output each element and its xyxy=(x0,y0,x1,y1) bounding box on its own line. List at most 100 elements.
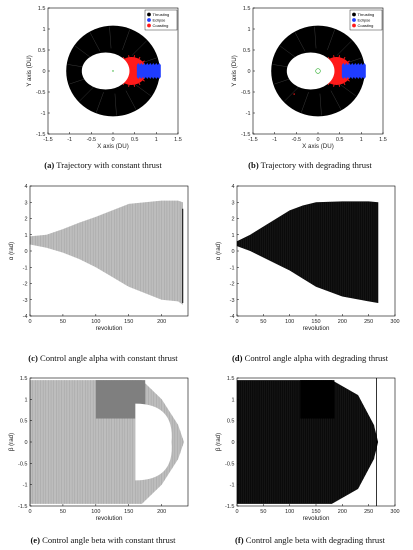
x-tick-label: 150 xyxy=(124,319,133,325)
x-tick-label: 200 xyxy=(338,509,347,515)
x-tick-label: 200 xyxy=(157,319,166,325)
y-tick-label: 3 xyxy=(231,200,234,206)
x-axis-label: revolution xyxy=(96,515,123,522)
legend-marker-eclipse xyxy=(352,18,356,22)
x-tick-label: -1.5 xyxy=(248,137,257,143)
beta-constant-chart: 0 50 100 150 200 -1.5 -1 -0.5 0 0.5 1 1.5 revolution… xyxy=(8,376,189,522)
y-tick-label: 1 xyxy=(24,233,27,239)
band-plot xyxy=(236,201,379,303)
inner-hole xyxy=(286,52,335,90)
legend-label-coasting: Coasting xyxy=(358,23,374,28)
y-tick-label: -1.5 xyxy=(225,504,234,510)
y-tick-label: 1.5 xyxy=(227,376,235,382)
x-tick-label: -0.5 xyxy=(292,137,301,143)
y-tick-label: 1 xyxy=(231,397,234,403)
y-tick-label: -1 xyxy=(23,265,28,271)
ring-streak xyxy=(284,86,300,102)
y-tick-label: -3 xyxy=(230,298,235,304)
ring-streak xyxy=(319,93,322,116)
band-plot xyxy=(29,380,184,504)
ring-streak xyxy=(122,29,130,50)
legend-label-thrusting: Thrusting xyxy=(153,12,170,17)
y-axis-label: β (rad) xyxy=(215,433,222,451)
y-tick-label: -2 xyxy=(230,282,235,288)
x-tick-label: 200 xyxy=(338,319,347,325)
y-tick-label: -1 xyxy=(230,265,235,271)
legend-box xyxy=(349,9,383,31)
y-tick-label: 1.5 xyxy=(38,6,46,12)
x-tick-label: 0 xyxy=(28,509,31,515)
ring-streak xyxy=(79,86,95,102)
y-axis-label: Y axis (DU) xyxy=(26,55,33,87)
y-tick-label: -0.5 xyxy=(36,90,45,96)
x-tick-label: 200 xyxy=(157,509,166,515)
y-tick-label: 1.5 xyxy=(20,376,28,382)
coasting-spike xyxy=(128,55,133,72)
coasting-spike xyxy=(333,70,338,87)
legend-marker-coasting xyxy=(147,23,151,28)
axis-frame: 0 50 100 150 200 -1.5 -1 -0.5 0 0.5 1 1.5 revolution… xyxy=(8,376,189,522)
eclipse-region xyxy=(341,63,366,79)
coasting-spike xyxy=(336,56,346,72)
x-tick-label: 300 xyxy=(390,509,399,515)
ring-streak xyxy=(109,26,112,49)
axis-frame: -1.5 -1 -0.5 0 0.5 1 1.5 -1.5 -1 -0.5 0 0.5 1 1.5 X ax… xyxy=(26,6,182,150)
caption-b: (b) Trajectory with degrading thrust xyxy=(248,160,372,170)
alpha-constant-chart: 0 50 100 150 200 -4 -3 -2 -1 0 1 2 3 4 revolution α (ra… xyxy=(8,184,189,332)
y-tick-label: 0.5 xyxy=(243,48,251,54)
ring-streak xyxy=(134,83,152,97)
earth-marker xyxy=(315,68,321,74)
y-axis-label: Y axis (DU) xyxy=(231,55,238,87)
panel-d: 0 50 100 150 200 250 300 -4 -3 -2 -1 0 1 2 3 4 revolutio… xyxy=(207,180,413,365)
caption-e: (e) Control angle beta with constant thr… xyxy=(30,535,176,545)
panel-b: Thrusting Eclipse Coasting -1.5 -1 -0.5 0 0.5 1 1… xyxy=(207,0,413,175)
ring-streak xyxy=(330,90,342,110)
y-tick-label: 0.5 xyxy=(38,48,46,54)
x-tick-label: 0 xyxy=(111,137,114,143)
x-tick-label: 50 xyxy=(260,319,266,325)
trajectory-plot xyxy=(271,25,366,117)
legend-marker-thrusting xyxy=(147,12,151,17)
alpha-degrading-chart: 0 50 100 150 200 250 300 -4 -3 -2 -1 0 1 2 3 4 revolutio… xyxy=(215,184,400,332)
y-tick-label: 3 xyxy=(24,200,27,206)
axis-frame: 0 50 100 150 200 250 300 -1.5 -1 -0.5 0 0.5 1 1.5 revo… xyxy=(215,376,400,522)
panel-c: 0 50 100 150 200 -4 -3 -2 -1 0 1 2 3 4 revolution α (ra… xyxy=(0,180,206,365)
coasting-spike xyxy=(336,70,346,86)
coasting-spike xyxy=(131,56,141,72)
x-axis-label: X axis (DU) xyxy=(302,143,334,150)
x-tick-label: 150 xyxy=(311,509,320,515)
x-tick-label: 250 xyxy=(364,319,373,325)
ring-streak xyxy=(279,45,297,59)
ring-streak xyxy=(131,40,147,56)
y-tick-label: 1 xyxy=(24,397,27,403)
y-tick-label: 4 xyxy=(231,184,234,190)
y-tick-label: -1.5 xyxy=(18,504,27,510)
x-axis-label: revolution xyxy=(303,325,330,332)
y-tick-label: 0 xyxy=(24,249,27,255)
coasting-spike xyxy=(128,70,133,87)
y-tick-label: 1.5 xyxy=(243,6,251,12)
y-tick-label: -1 xyxy=(41,111,46,117)
y-tick-label: 1 xyxy=(231,233,234,239)
control-angle-band xyxy=(237,380,379,504)
x-tick-label: -1 xyxy=(67,137,72,143)
y-tick-label: -2 xyxy=(23,282,28,288)
x-axis-label: X axis (DU) xyxy=(97,143,129,150)
ring-streak xyxy=(314,26,317,49)
x-tick-label: -1.5 xyxy=(43,137,52,143)
y-tick-label: 1 xyxy=(42,27,45,33)
x-tick-label: 1 xyxy=(155,137,158,143)
y-axis-label: β (rad) xyxy=(8,433,15,451)
y-tick-label: -4 xyxy=(230,314,235,320)
x-tick-label: 0 xyxy=(28,319,31,325)
band-plot xyxy=(236,378,379,506)
ring-streak xyxy=(96,92,104,113)
control-angle-band xyxy=(237,201,379,303)
axis-frame: 0 50 100 150 200 -4 -3 -2 -1 0 1 2 3 4 revolution α (ra… xyxy=(8,184,189,332)
y-tick-label: -1 xyxy=(230,483,235,489)
y-tick-label: -1 xyxy=(23,483,28,489)
x-tick-label: 1 xyxy=(360,137,363,143)
